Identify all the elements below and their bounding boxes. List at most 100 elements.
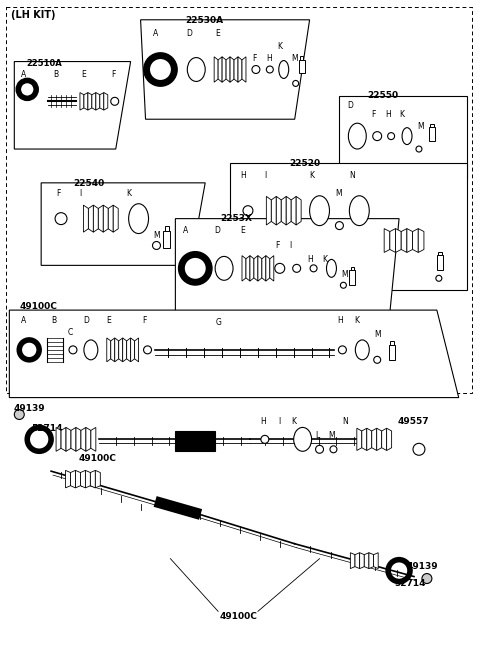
- Polygon shape: [369, 553, 373, 569]
- Polygon shape: [92, 92, 96, 110]
- Bar: [165, 226, 169, 230]
- Polygon shape: [76, 428, 81, 451]
- Text: 49100C: 49100C: [19, 302, 57, 311]
- Polygon shape: [234, 57, 238, 82]
- Polygon shape: [242, 57, 246, 82]
- Polygon shape: [266, 256, 270, 281]
- Text: H: H: [337, 316, 343, 325]
- Polygon shape: [291, 196, 296, 225]
- Circle shape: [261, 436, 269, 443]
- Text: E: E: [81, 70, 85, 79]
- Text: K: K: [127, 189, 132, 198]
- Circle shape: [293, 81, 299, 87]
- Polygon shape: [355, 553, 360, 569]
- Polygon shape: [214, 57, 218, 82]
- Polygon shape: [254, 256, 258, 281]
- Circle shape: [266, 66, 273, 73]
- Text: I: I: [290, 241, 292, 249]
- Bar: [429, 127, 435, 141]
- Text: C: C: [68, 328, 73, 337]
- Circle shape: [252, 66, 260, 73]
- Polygon shape: [14, 62, 131, 149]
- Text: D: D: [348, 101, 353, 110]
- Polygon shape: [350, 553, 355, 569]
- Polygon shape: [71, 470, 75, 488]
- Polygon shape: [377, 428, 382, 451]
- Polygon shape: [357, 428, 362, 451]
- Circle shape: [55, 213, 67, 224]
- Ellipse shape: [294, 428, 312, 451]
- Text: M: M: [336, 189, 342, 198]
- Circle shape: [388, 133, 395, 140]
- Text: M: M: [341, 270, 348, 279]
- Ellipse shape: [349, 195, 369, 226]
- Text: G: G: [215, 318, 221, 327]
- Text: I: I: [278, 417, 280, 426]
- Polygon shape: [372, 428, 377, 451]
- Bar: [350, 266, 354, 270]
- Bar: [437, 255, 443, 270]
- Polygon shape: [387, 428, 392, 451]
- Text: D: D: [83, 316, 89, 325]
- Text: I: I: [79, 189, 81, 198]
- Polygon shape: [262, 256, 266, 281]
- Polygon shape: [108, 205, 113, 232]
- Text: 22510A: 22510A: [26, 58, 62, 68]
- Polygon shape: [111, 338, 115, 362]
- Polygon shape: [364, 553, 369, 569]
- Polygon shape: [84, 92, 88, 110]
- Circle shape: [69, 346, 77, 354]
- Circle shape: [310, 265, 317, 272]
- Text: F: F: [143, 316, 147, 325]
- Polygon shape: [104, 92, 108, 110]
- Text: H: H: [308, 255, 313, 264]
- Polygon shape: [96, 92, 100, 110]
- Polygon shape: [175, 432, 215, 451]
- Polygon shape: [226, 57, 230, 82]
- Polygon shape: [66, 428, 71, 451]
- Circle shape: [436, 276, 442, 281]
- Polygon shape: [131, 338, 134, 362]
- Polygon shape: [296, 196, 301, 225]
- Polygon shape: [360, 553, 364, 569]
- Circle shape: [14, 409, 24, 419]
- Text: K: K: [292, 417, 297, 426]
- Polygon shape: [230, 57, 234, 82]
- Bar: [389, 345, 395, 359]
- Text: F: F: [56, 189, 60, 198]
- Circle shape: [330, 446, 337, 453]
- Circle shape: [111, 97, 119, 106]
- Text: D: D: [186, 29, 192, 38]
- Text: K: K: [277, 42, 282, 51]
- Circle shape: [373, 132, 382, 140]
- Bar: [299, 60, 305, 73]
- Ellipse shape: [84, 340, 98, 359]
- Polygon shape: [75, 470, 81, 488]
- Polygon shape: [81, 470, 85, 488]
- Polygon shape: [115, 338, 119, 362]
- Circle shape: [340, 282, 347, 288]
- Polygon shape: [107, 338, 111, 362]
- Polygon shape: [238, 57, 242, 82]
- Polygon shape: [88, 92, 92, 110]
- Polygon shape: [242, 256, 246, 281]
- Bar: [438, 252, 442, 255]
- Text: N: N: [342, 417, 348, 426]
- Polygon shape: [401, 228, 407, 253]
- Circle shape: [243, 206, 253, 216]
- Text: A: A: [153, 29, 158, 38]
- Text: 2253X: 2253X: [220, 214, 252, 222]
- Polygon shape: [65, 470, 71, 488]
- Text: 22530A: 22530A: [185, 16, 224, 25]
- Polygon shape: [61, 428, 66, 451]
- Polygon shape: [85, 470, 90, 488]
- Text: H: H: [266, 54, 272, 62]
- Polygon shape: [418, 228, 424, 253]
- Text: L: L: [315, 432, 320, 440]
- Polygon shape: [90, 470, 96, 488]
- Text: 49139: 49139: [13, 403, 45, 413]
- Text: 22540: 22540: [73, 179, 104, 188]
- Circle shape: [338, 346, 347, 354]
- Bar: [300, 56, 303, 60]
- Circle shape: [374, 356, 381, 363]
